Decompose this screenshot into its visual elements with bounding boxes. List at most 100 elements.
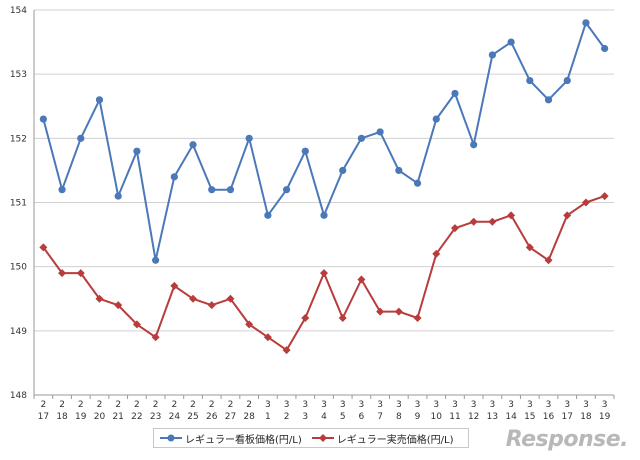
data-point-series-2 — [376, 307, 385, 316]
data-point-series-2 — [413, 314, 422, 322]
x-tick-label-day: 23 — [150, 412, 161, 422]
legend-label-actual-price: レギュラー実売価格(円/L) — [336, 434, 454, 446]
data-point-series-1 — [301, 147, 309, 155]
x-tick-label-day: 13 — [487, 412, 498, 422]
data-point-series-1 — [563, 76, 571, 85]
data-point-series-1 — [152, 256, 160, 264]
data-point-series-1 — [601, 44, 609, 53]
data-point-series-2 — [338, 314, 347, 322]
x-tick-label-month: 2 — [153, 400, 159, 410]
x-tick-label-month: 3 — [433, 400, 439, 410]
data-point-series-2 — [320, 269, 328, 278]
data-point-series-2 — [170, 281, 179, 290]
x-tick-label-day: 12 — [468, 412, 479, 422]
x-tick-label-day: 20 — [94, 412, 106, 422]
data-point-series-1 — [526, 76, 534, 85]
data-point-series-2 — [282, 346, 291, 355]
data-point-series-2 — [544, 256, 553, 265]
data-point-series-2 — [151, 333, 160, 342]
x-tick-label-month: 2 — [78, 400, 84, 410]
x-tick-label-day: 17 — [561, 412, 572, 422]
data-point-series-2 — [600, 192, 609, 201]
data-point-series-1 — [282, 186, 291, 194]
data-point-series-1 — [451, 89, 459, 98]
x-tick-label-day: 21 — [112, 412, 123, 422]
x-tick-label-day: 5 — [340, 412, 346, 422]
data-point-series-2 — [394, 307, 403, 316]
legend: レギュラー看板価格(円/L) レギュラー実売価格(円/L) — [153, 428, 469, 448]
data-point-series-1 — [339, 166, 347, 175]
x-tick-label-month: 3 — [265, 400, 271, 410]
data-point-series-2 — [207, 301, 216, 310]
data-point-series-1 — [507, 38, 515, 46]
data-point-series-1 — [357, 134, 366, 142]
x-tick-label-day: 15 — [524, 412, 535, 422]
x-tick-label-month: 2 — [59, 400, 65, 410]
y-tick-label: 148 — [10, 391, 27, 401]
x-tick-label-day: 7 — [377, 412, 383, 422]
x-tick-label-month: 3 — [359, 400, 365, 410]
data-point-series-2 — [263, 333, 272, 342]
x-tick-label-day: 9 — [415, 412, 421, 422]
y-tick-label: 150 — [10, 263, 27, 273]
legend-label-signboard-price: レギュラー看板価格(円/L) — [185, 434, 302, 446]
data-point-series-1 — [95, 96, 104, 104]
data-point-series-1 — [114, 192, 122, 200]
data-point-series-2 — [226, 294, 235, 303]
x-tick-label-day: 11 — [449, 412, 460, 422]
x-tick-label-day: 19 — [75, 412, 87, 422]
x-tick-label-month: 3 — [583, 400, 589, 410]
data-point-series-2 — [450, 224, 459, 233]
data-point-series-1 — [170, 173, 178, 181]
x-tick-label-month: 3 — [527, 400, 533, 410]
x-tick-label-month: 2 — [134, 400, 140, 410]
x-tick-label-month: 3 — [302, 400, 308, 410]
data-point-series-2 — [525, 243, 534, 252]
x-tick-label-month: 3 — [377, 400, 383, 410]
x-tick-label-day: 4 — [321, 412, 327, 422]
x-tick-label-month: 2 — [171, 400, 177, 410]
data-point-series-1 — [133, 147, 141, 155]
x-tick-label-day: 22 — [131, 412, 142, 422]
x-tick-label-day: 16 — [543, 412, 555, 422]
data-point-series-2 — [357, 275, 366, 284]
data-point-series-1 — [413, 179, 422, 187]
x-tick-label-day: 1 — [265, 412, 271, 422]
y-tick-label: 152 — [10, 134, 27, 144]
x-tick-label-day: 26 — [206, 412, 218, 422]
x-tick-label-month: 3 — [340, 400, 346, 410]
data-point-series-2 — [432, 249, 441, 258]
x-tick-label-month: 3 — [396, 400, 402, 410]
x-tick-label-day: 27 — [225, 412, 236, 422]
x-tick-label-month: 2 — [209, 400, 215, 410]
data-point-series-1 — [39, 115, 47, 123]
data-point-series-2 — [132, 320, 141, 329]
line-chart: 1481491501511521531542172182192202212222… — [10, 6, 615, 422]
x-tick-label-month: 3 — [415, 400, 421, 410]
data-point-series-1 — [208, 186, 216, 194]
data-point-series-2 — [114, 301, 123, 310]
data-point-series-1 — [189, 141, 197, 149]
data-point-series-1 — [432, 115, 440, 123]
x-tick-label-month: 3 — [471, 400, 477, 410]
x-tick-label-day: 19 — [599, 412, 611, 422]
x-tick-label-month: 3 — [284, 400, 290, 410]
x-tick-label-month: 3 — [546, 400, 552, 410]
x-tick-label-day: 18 — [56, 412, 68, 422]
x-tick-label-day: 24 — [169, 412, 181, 422]
x-tick-label-month: 2 — [246, 400, 252, 410]
data-point-series-1 — [245, 134, 253, 142]
x-tick-label-month: 3 — [564, 400, 570, 410]
data-point-series-1 — [395, 166, 403, 175]
data-point-series-2 — [189, 294, 198, 303]
data-point-series-1 — [77, 134, 85, 142]
x-tick-label-day: 17 — [38, 412, 49, 422]
legend-item-signboard-price: レギュラー看板価格(円/L) — [160, 431, 302, 446]
legend-circle-marker-icon — [160, 434, 182, 442]
watermark-text: Response. — [505, 427, 629, 452]
response-logo-watermark: Response. — [505, 427, 629, 452]
data-point-series-1 — [320, 211, 328, 219]
x-tick-label-month: 3 — [508, 400, 514, 410]
x-tick-label-month: 2 — [40, 400, 46, 410]
data-point-series-1 — [470, 141, 478, 149]
